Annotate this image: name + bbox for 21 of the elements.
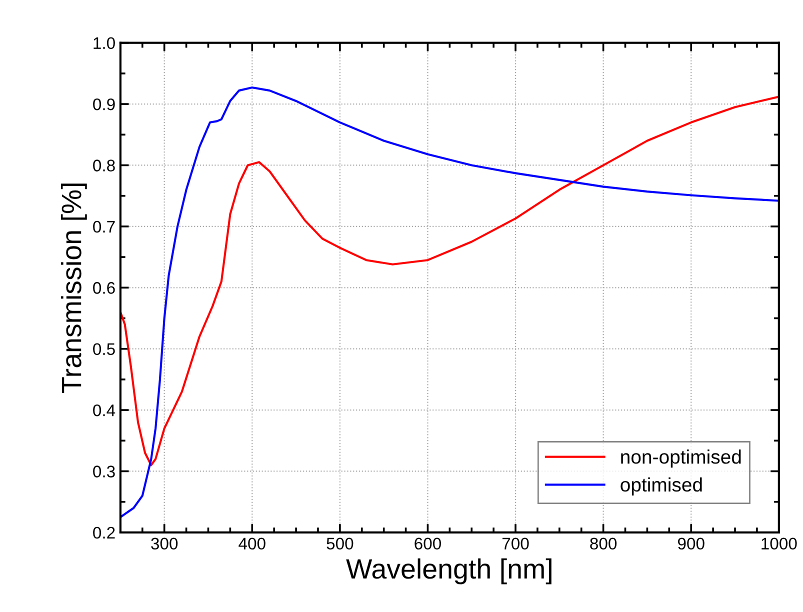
y-tick-label: 0.5 bbox=[93, 343, 115, 356]
x-axis-title: Wavelength [nm] bbox=[346, 558, 552, 584]
x-tick-label: 800 bbox=[590, 538, 617, 550]
y-tick-label: 0.9 bbox=[93, 98, 115, 110]
y-tick-label: 0.7 bbox=[93, 220, 115, 233]
y-tick-label: 0.3 bbox=[93, 466, 115, 478]
x-tick-label: 700 bbox=[502, 538, 529, 550]
x-tick-label: 600 bbox=[414, 538, 441, 550]
x-tick-label: 300 bbox=[151, 538, 178, 550]
y-axis-title: Transmission [%] bbox=[60, 184, 87, 393]
y-tick-label: 0.8 bbox=[93, 160, 115, 172]
y-tick-label: 0.6 bbox=[93, 282, 115, 294]
legend-label: optimised bbox=[620, 477, 702, 496]
x-tick-label: 900 bbox=[678, 538, 704, 550]
x-tick-label: 400 bbox=[238, 538, 266, 550]
y-tick-label: 0.2 bbox=[93, 526, 115, 539]
legend-label: non-optimised bbox=[621, 450, 741, 468]
y-tick-label: 1.0 bbox=[94, 37, 115, 50]
y-tick-label: 0.4 bbox=[93, 404, 116, 416]
x-tick-label: 1000 bbox=[762, 538, 797, 550]
x-tick-label: 500 bbox=[326, 538, 354, 550]
